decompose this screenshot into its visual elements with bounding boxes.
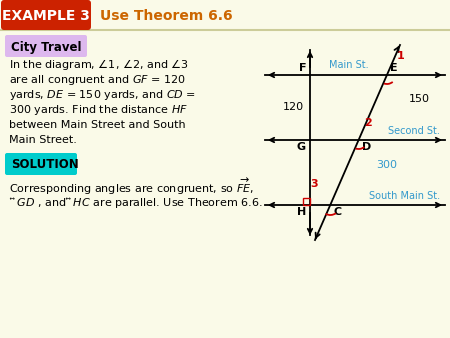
FancyBboxPatch shape <box>5 35 87 57</box>
FancyBboxPatch shape <box>5 153 77 175</box>
Text: yards, $DE$ = 150 yards, and $CD$ =: yards, $DE$ = 150 yards, and $CD$ = <box>9 88 196 102</box>
Text: Second St.: Second St. <box>388 126 440 136</box>
Text: 150: 150 <box>409 95 430 104</box>
Text: Main St.: Main St. <box>328 60 368 70</box>
Text: between Main Street and South: between Main Street and South <box>9 120 185 130</box>
Text: South Main St.: South Main St. <box>369 191 440 201</box>
Text: G: G <box>297 142 306 152</box>
Text: 3: 3 <box>310 179 318 189</box>
Text: EXAMPLE 3: EXAMPLE 3 <box>2 9 90 23</box>
Text: SOLUTION: SOLUTION <box>11 159 79 171</box>
Text: D: D <box>362 142 371 152</box>
Text: Corresponding angles are congruent, so $\overrightarrow{FE}$,: Corresponding angles are congruent, so $… <box>9 177 254 197</box>
FancyBboxPatch shape <box>1 0 91 30</box>
Text: Main Street.: Main Street. <box>9 135 77 145</box>
Text: F: F <box>298 63 306 73</box>
Text: H: H <box>297 207 306 217</box>
Text: 2: 2 <box>364 118 372 128</box>
Bar <box>303 198 310 205</box>
Text: $\overleftrightarrow{GD}$ , and $\overleftrightarrow{HC}$ are parallel. Use Theo: $\overleftrightarrow{GD}$ , and $\overle… <box>9 194 263 210</box>
Text: 300 yards. Find the distance $HF$: 300 yards. Find the distance $HF$ <box>9 103 188 117</box>
Text: City Travel: City Travel <box>11 41 81 53</box>
Text: E: E <box>390 63 397 73</box>
Text: 120: 120 <box>283 102 304 113</box>
Text: 1: 1 <box>397 51 405 61</box>
Text: 300: 300 <box>377 160 398 169</box>
Text: C: C <box>333 207 342 217</box>
Text: are all congruent and $GF$ = 120: are all congruent and $GF$ = 120 <box>9 73 186 87</box>
Text: Use Theorem 6.6: Use Theorem 6.6 <box>100 9 233 23</box>
Text: In the diagram, $\angle$1, $\angle$2, and $\angle$3: In the diagram, $\angle$1, $\angle$2, an… <box>9 57 189 72</box>
